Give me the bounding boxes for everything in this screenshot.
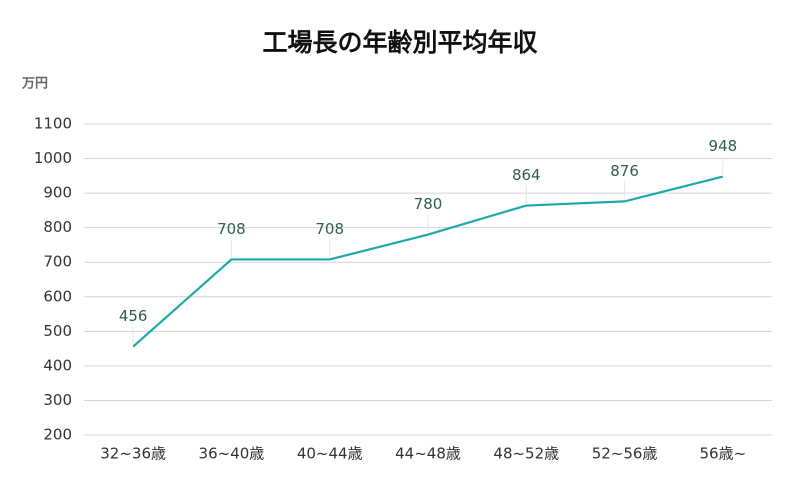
x-tick-label: 52~56歳 [592,445,658,463]
y-tick-label: 200 [43,426,72,444]
x-tick-label: 48~52歳 [493,445,559,463]
x-tick-label: 44~48歳 [395,445,461,463]
data-label: 708 [315,220,344,238]
y-tick-label: 700 [43,253,72,271]
x-tick-label: 40~44歳 [297,445,363,463]
x-tick-label: 36~40歳 [199,445,265,463]
data-label: 780 [414,195,443,213]
chart-title: 工場長の年齢別平均年収 [262,28,538,57]
y-tick-label: 400 [43,356,72,374]
y-tick-label: 500 [43,322,72,340]
x-tick-label: 32~36歳 [100,445,166,463]
data-label: 456 [119,307,148,325]
y-tick-label: 800 [43,218,72,236]
y-tick-label: 600 [43,287,72,305]
y-tick-label: 1000 [34,149,72,167]
y-tick-label: 900 [43,184,72,202]
data-label: 948 [709,137,738,155]
y-tick-label: 300 [43,391,72,409]
y-tick-label: 1100 [34,115,72,133]
line-series [132,175,724,348]
data-label: 708 [217,220,246,238]
x-tick-label: 56歳~ [700,445,747,463]
data-label: 864 [512,166,541,184]
data-label: 876 [610,162,639,180]
y-axis-unit: 万円 [21,77,48,92]
